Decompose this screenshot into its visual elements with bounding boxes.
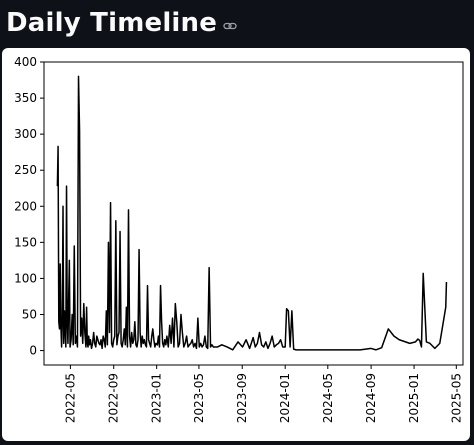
x-tick-label: 2024-01 xyxy=(278,373,292,423)
chart-card: 0 50 100 150 200 250 300 350 400 2022-05 2022-09 20… xyxy=(2,48,470,441)
series-line-0 xyxy=(56,75,448,351)
x-tick-label: 2025-01 xyxy=(407,373,421,423)
daily-timeline-chart: 0 50 100 150 200 250 300 350 400 2022-05 2022-09 20… xyxy=(14,55,464,423)
y-tick-label: 0 xyxy=(29,344,37,358)
y-tick-label: 150 xyxy=(14,235,37,249)
x-tick-label: 2023-01 xyxy=(150,373,164,423)
y-tick-label: 350 xyxy=(14,91,37,105)
x-tick-label: 2022-09 xyxy=(107,373,121,423)
x-tick-label: 2022-05 xyxy=(63,373,77,423)
plot-frame xyxy=(43,61,464,366)
x-tick-label: 2025-05 xyxy=(449,373,463,423)
x-tick-label: 2023-05 xyxy=(192,373,206,423)
y-tick-label: 300 xyxy=(14,127,37,141)
y-tick-label: 50 xyxy=(22,308,37,322)
page-header: Daily Timeline xyxy=(6,2,237,44)
x-tick-label: 2024-09 xyxy=(364,373,378,423)
link-icon[interactable] xyxy=(223,18,237,32)
x-tick-label: 2024-05 xyxy=(321,373,335,423)
y-tick-label: 250 xyxy=(14,163,37,177)
y-tick-label: 400 xyxy=(14,55,37,69)
page-title: Daily Timeline xyxy=(6,8,218,38)
y-tick-label: 100 xyxy=(14,271,37,285)
y-tick-label: 200 xyxy=(14,199,37,213)
x-tick-label: 2023-09 xyxy=(235,373,249,423)
